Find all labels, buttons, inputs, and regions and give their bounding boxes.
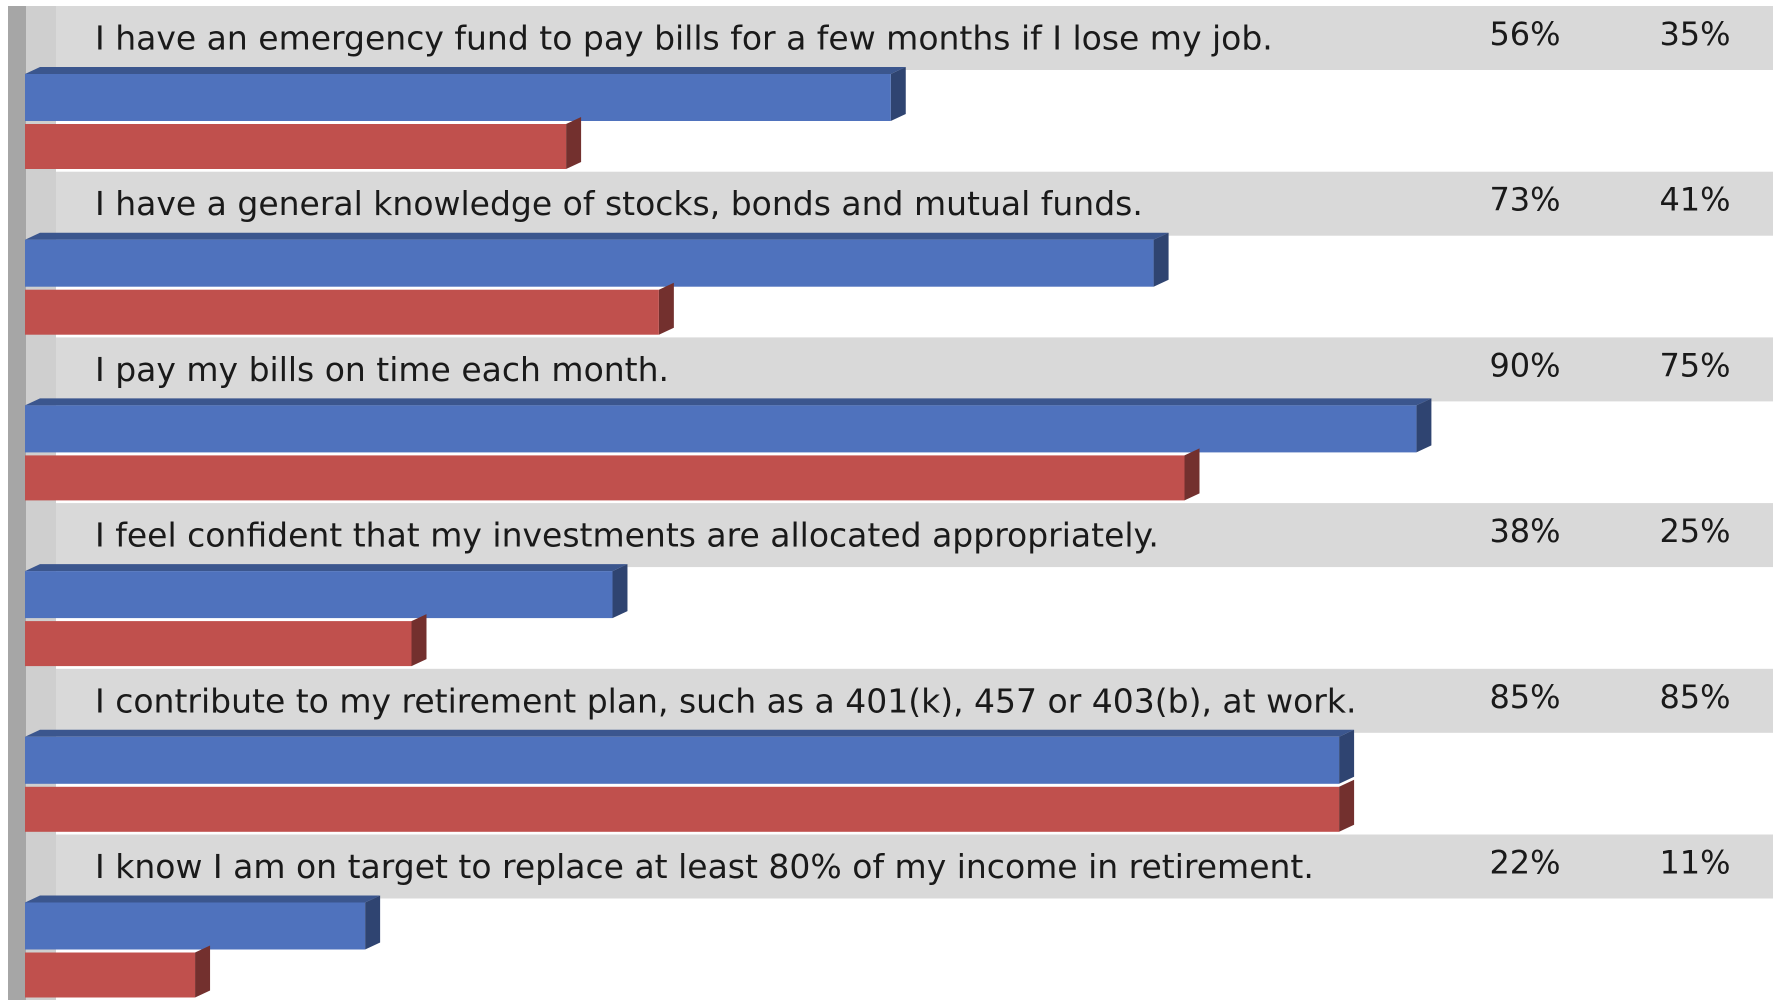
- bar: [25, 621, 412, 667]
- value-label: 38%: [1489, 512, 1560, 550]
- row-band: [56, 503, 1773, 568]
- bar-top: [25, 729, 1355, 737]
- left-floor: [26, 6, 56, 1000]
- bar-top: [25, 895, 381, 903]
- bar-side: [1339, 729, 1355, 784]
- bar: [25, 786, 1340, 832]
- value-label: 35%: [1659, 15, 1730, 53]
- value-label: 56%: [1489, 15, 1560, 53]
- bar: [25, 289, 659, 335]
- bar-top: [25, 564, 628, 572]
- value-label: 73%: [1489, 181, 1560, 219]
- bar: [25, 455, 1185, 501]
- bar-top: [25, 398, 1432, 406]
- bar-side: [566, 117, 582, 169]
- bar-side: [890, 67, 906, 121]
- value-label: 85%: [1659, 678, 1730, 716]
- row-band: [56, 6, 1773, 70]
- bar-side: [1184, 448, 1200, 501]
- row-band: [56, 171, 1773, 236]
- value-label: 90%: [1489, 346, 1560, 384]
- bar-side: [1153, 232, 1169, 287]
- bar-side: [1416, 398, 1432, 453]
- value-label: 22%: [1489, 844, 1560, 882]
- bar-top: [25, 67, 906, 74]
- bar: [25, 74, 891, 121]
- row-band: [56, 337, 1773, 402]
- value-label: 11%: [1659, 844, 1730, 882]
- bar-side: [411, 614, 427, 667]
- category-label: I feel confident that my investments are…: [95, 516, 1159, 555]
- bar: [25, 124, 567, 169]
- bar-side: [195, 945, 211, 998]
- value-label: 85%: [1489, 678, 1560, 716]
- category-label: I have an emergency fund to pay bills fo…: [95, 19, 1273, 58]
- bar-side: [365, 895, 381, 950]
- category-label: I know I am on target to replace at leas…: [95, 847, 1314, 886]
- category-label: I pay my bills on time each month.: [95, 350, 669, 389]
- bar: [25, 736, 1340, 784]
- value-label: 41%: [1659, 181, 1730, 219]
- row-band: [56, 668, 1773, 733]
- value-label: 75%: [1659, 346, 1730, 384]
- left-wall: [8, 6, 26, 1000]
- bar-top: [25, 232, 1169, 240]
- bar: [25, 571, 613, 619]
- bar: [25, 405, 1417, 453]
- row-band: [56, 834, 1773, 899]
- bar-side: [1339, 779, 1355, 832]
- bar: [25, 902, 366, 950]
- bar-side: [658, 282, 674, 335]
- category-label: I have a general knowledge of stocks, bo…: [95, 184, 1143, 223]
- category-label: I contribute to my retirement plan, such…: [95, 681, 1356, 720]
- bar: [25, 952, 196, 998]
- value-label: 25%: [1659, 512, 1730, 550]
- bar: [25, 239, 1154, 287]
- bar-side: [612, 564, 628, 619]
